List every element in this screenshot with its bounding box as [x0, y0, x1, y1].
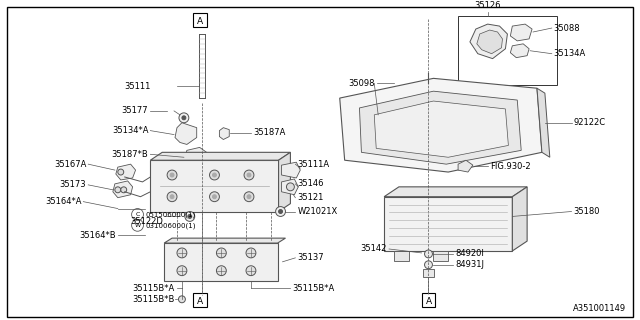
- Text: 35164*B: 35164*B: [79, 231, 116, 240]
- Circle shape: [424, 250, 433, 258]
- Polygon shape: [458, 160, 473, 172]
- Polygon shape: [384, 187, 527, 197]
- Text: FIG.930-2: FIG.930-2: [490, 162, 531, 171]
- Text: 35167A: 35167A: [54, 160, 86, 169]
- Polygon shape: [150, 160, 278, 212]
- Circle shape: [179, 113, 189, 123]
- Bar: [422, 293, 435, 307]
- Circle shape: [209, 192, 220, 202]
- Text: 35088: 35088: [554, 24, 580, 33]
- Circle shape: [246, 266, 256, 276]
- Polygon shape: [278, 152, 291, 212]
- Polygon shape: [282, 162, 300, 178]
- Text: 35187A: 35187A: [253, 128, 285, 137]
- Circle shape: [212, 195, 216, 199]
- Circle shape: [244, 170, 254, 180]
- Text: 35115B*A: 35115B*A: [132, 284, 175, 293]
- Text: A: A: [196, 297, 203, 306]
- Circle shape: [246, 248, 256, 258]
- Polygon shape: [470, 24, 508, 59]
- Circle shape: [167, 192, 177, 202]
- Text: 84920I: 84920I: [455, 249, 484, 259]
- Text: 35121: 35121: [298, 193, 324, 202]
- Text: 35111: 35111: [124, 82, 150, 91]
- Text: 031006000(1): 031006000(1): [145, 222, 196, 228]
- Text: 35134*A: 35134*A: [112, 126, 148, 135]
- Circle shape: [170, 195, 174, 199]
- Polygon shape: [374, 101, 508, 157]
- Circle shape: [182, 116, 186, 120]
- Circle shape: [209, 170, 220, 180]
- Bar: [422, 269, 435, 276]
- Circle shape: [216, 266, 227, 276]
- Circle shape: [278, 210, 282, 213]
- Circle shape: [177, 248, 187, 258]
- Text: 92122C: 92122C: [573, 118, 605, 127]
- Text: C: C: [135, 212, 140, 217]
- Circle shape: [170, 173, 174, 177]
- Text: 051506000(1): 051506000(1): [145, 211, 196, 218]
- Polygon shape: [510, 24, 532, 41]
- Circle shape: [188, 214, 192, 219]
- Circle shape: [185, 212, 195, 221]
- Text: 35115B*B: 35115B*B: [132, 295, 175, 304]
- Polygon shape: [360, 91, 521, 164]
- Text: 84931J: 84931J: [455, 260, 484, 269]
- Text: A: A: [426, 297, 431, 306]
- Polygon shape: [282, 179, 298, 195]
- Text: 35173: 35173: [60, 180, 86, 189]
- Text: 35142: 35142: [361, 244, 387, 253]
- Circle shape: [118, 169, 124, 175]
- Bar: [193, 293, 207, 307]
- Text: 35126: 35126: [474, 1, 501, 10]
- Polygon shape: [340, 78, 542, 172]
- Polygon shape: [113, 181, 132, 198]
- Text: A351001149: A351001149: [573, 304, 626, 313]
- Circle shape: [247, 173, 251, 177]
- Polygon shape: [510, 44, 529, 58]
- Text: 35122D: 35122D: [131, 217, 163, 226]
- Polygon shape: [220, 128, 229, 140]
- Polygon shape: [116, 164, 136, 180]
- Circle shape: [287, 183, 294, 191]
- Circle shape: [216, 248, 227, 258]
- Polygon shape: [513, 187, 527, 251]
- Text: 35164*A: 35164*A: [45, 197, 81, 206]
- Circle shape: [115, 187, 121, 193]
- Polygon shape: [164, 243, 278, 281]
- Polygon shape: [164, 238, 285, 243]
- Circle shape: [167, 170, 177, 180]
- Text: 35137: 35137: [298, 253, 324, 262]
- Polygon shape: [433, 251, 448, 261]
- Text: 35134A: 35134A: [554, 49, 586, 58]
- Circle shape: [121, 187, 127, 193]
- Text: 35146: 35146: [298, 180, 324, 188]
- Bar: [193, 13, 207, 27]
- Polygon shape: [384, 197, 513, 251]
- Polygon shape: [175, 123, 196, 144]
- Polygon shape: [185, 148, 207, 164]
- Text: 35111A: 35111A: [298, 160, 330, 169]
- Circle shape: [212, 173, 216, 177]
- Text: 35177: 35177: [122, 107, 148, 116]
- Polygon shape: [394, 251, 409, 261]
- Text: 35098: 35098: [349, 79, 375, 88]
- Text: 35180: 35180: [573, 207, 600, 216]
- Polygon shape: [537, 88, 550, 157]
- Text: W21021X: W21021X: [298, 207, 337, 216]
- Circle shape: [247, 195, 251, 199]
- Bar: [458, 16, 557, 85]
- Circle shape: [276, 207, 285, 216]
- Circle shape: [244, 192, 254, 202]
- Text: 35115B*A: 35115B*A: [292, 284, 335, 293]
- Polygon shape: [150, 152, 291, 160]
- Text: W: W: [134, 223, 141, 228]
- Text: A: A: [196, 17, 203, 26]
- Text: 35187*B: 35187*B: [111, 150, 148, 159]
- Circle shape: [177, 266, 187, 276]
- Polygon shape: [477, 30, 502, 54]
- Circle shape: [179, 296, 186, 303]
- Circle shape: [424, 261, 433, 269]
